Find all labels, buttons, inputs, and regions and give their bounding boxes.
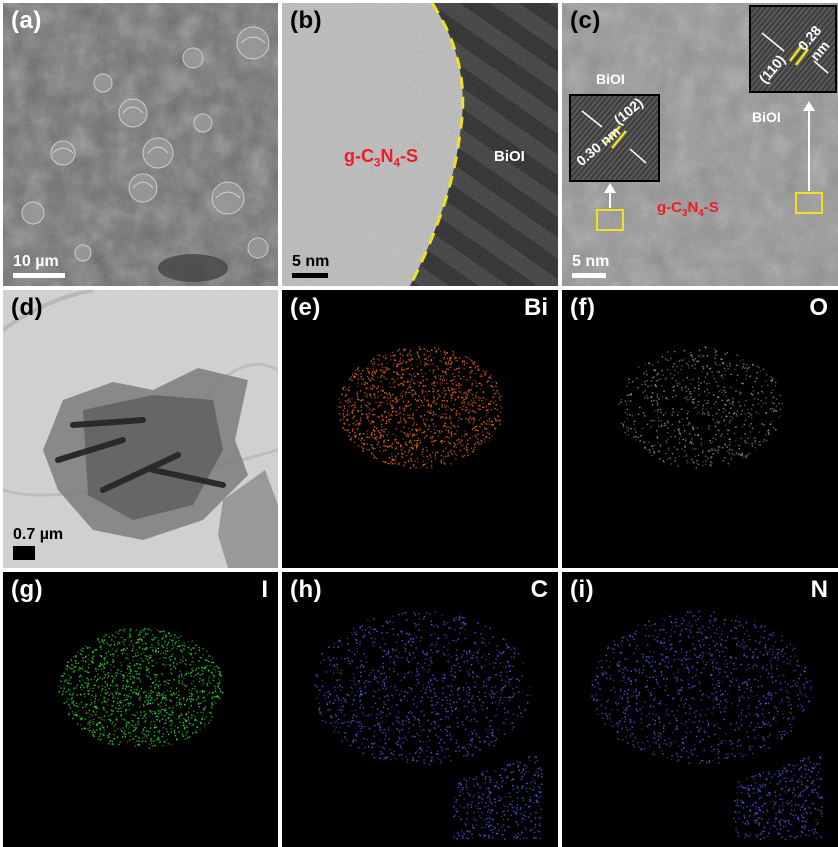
scale-bar: 5 nm: [572, 253, 609, 278]
bioi-label-right: BiOI: [752, 109, 781, 125]
element-map: [618, 346, 783, 469]
scale-bar-line: [13, 546, 35, 560]
panel-g-i-map: (g) I: [3, 572, 278, 847]
panel-e-bi-map: (e) Bi: [282, 290, 558, 568]
element-label: Bi: [524, 294, 548, 321]
tem-micrograph: [282, 3, 558, 286]
panel-label: (g): [11, 576, 44, 603]
panel-label: (b): [290, 7, 323, 34]
sem-micrograph: [3, 3, 278, 286]
panel-label: (d): [11, 294, 44, 321]
element-label: I: [261, 576, 268, 603]
selection-box-2: [795, 192, 823, 214]
element-label: C: [530, 576, 548, 603]
element-map: [314, 611, 543, 840]
panel-label: (e): [290, 294, 321, 321]
panel-b-tem-image: (b) g-C3N4-S BiOI 5 nm: [282, 3, 558, 286]
panel-a-sem-image: (a) 10 µm: [3, 3, 278, 286]
element-label: N: [810, 576, 828, 603]
panel-i-n-map: (i) N: [562, 572, 838, 847]
panel-label: (i): [570, 576, 595, 603]
scale-bar-line: [13, 273, 65, 278]
scale-bar: 10 µm: [13, 253, 65, 278]
scale-bar-label: 5 nm: [572, 253, 610, 270]
region-label-gcn: g-C3N4-S: [657, 199, 719, 219]
region-label-gcn: g-C3N4-S: [344, 146, 419, 170]
scale-bar-label: 10 µm: [13, 253, 59, 270]
selection-box-1: [596, 209, 624, 231]
scale-bar-line: [292, 273, 328, 278]
panel-label: (c): [570, 7, 601, 34]
element-map: [591, 610, 823, 841]
interface-boundary: [408, 3, 465, 286]
panel-f-o-map: (f) O: [562, 290, 838, 568]
tem-bright-field: [3, 290, 278, 568]
element-map: [58, 628, 224, 749]
scale-bar-label: 0.7 µm: [13, 526, 64, 543]
panel-h-c-map: (h) C: [282, 572, 558, 847]
element-map: [337, 346, 503, 469]
panel-label: (f): [570, 294, 596, 321]
panel-label: (h): [290, 576, 323, 603]
scale-bar: 5 nm: [292, 253, 329, 278]
scale-bar-line: [572, 273, 606, 278]
panel-d-tem-image: (d) 0.7 µm: [3, 290, 278, 568]
inset-1: [569, 94, 660, 182]
bioi-label-left: BiOI: [596, 71, 625, 87]
inset-2: [749, 5, 837, 93]
panel-c-hrtem-image: (c) BiOI BiOI (102) 0.30 nm 0.28 nm (110…: [562, 3, 838, 286]
element-label: O: [809, 294, 828, 321]
region-label-bioi: BiOI: [494, 148, 525, 165]
hrtem-micrograph: [562, 3, 838, 286]
scale-bar-label: 5 nm: [292, 253, 330, 270]
panel-label: (a): [11, 7, 42, 34]
scale-bar: 0.7 µm: [13, 526, 63, 560]
